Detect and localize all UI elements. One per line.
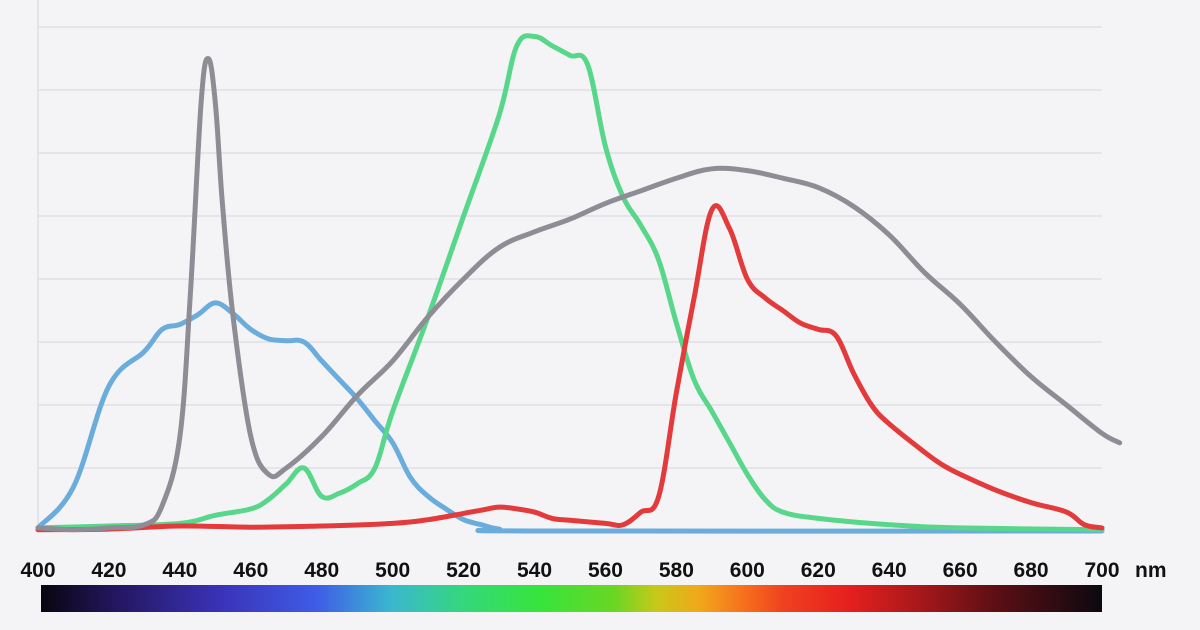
series-line-green (35, 33, 1105, 533)
series-line-blue (35, 300, 1105, 534)
x-tick-label-580: 580 (659, 559, 694, 582)
x-tick-label-600: 600 (730, 559, 765, 582)
x-tick-label-460: 460 (233, 559, 268, 582)
x-tick-label-660: 660 (943, 559, 978, 582)
x-tick-label-620: 620 (801, 559, 836, 582)
visible-spectrum-bar (41, 585, 1102, 612)
x-tick-label-440: 440 (162, 559, 197, 582)
x-tick-label-640: 640 (872, 559, 907, 582)
x-tick-label-480: 480 (304, 559, 339, 582)
x-tick-label-500: 500 (375, 559, 410, 582)
x-tick-label-520: 520 (446, 559, 481, 582)
gridlines (38, 26, 1102, 469)
series-line-gray (35, 56, 1123, 533)
x-tick-label-400: 400 (20, 559, 55, 582)
x-tick-label-420: 420 (91, 559, 126, 582)
x-tick-label-540: 540 (517, 559, 552, 582)
x-tick-labels: 400 420 440 460 480 500 520 540 560 580 600 620 640 6… (20, 559, 1119, 582)
series-line-red (35, 203, 1105, 533)
x-tick-label-560: 560 (588, 559, 623, 582)
x-tick-label-680: 680 (1014, 559, 1049, 582)
x-tick-label-700: 700 (1084, 559, 1119, 582)
x-axis-unit-label: nm (1135, 559, 1167, 582)
series-lines (35, 33, 1123, 534)
